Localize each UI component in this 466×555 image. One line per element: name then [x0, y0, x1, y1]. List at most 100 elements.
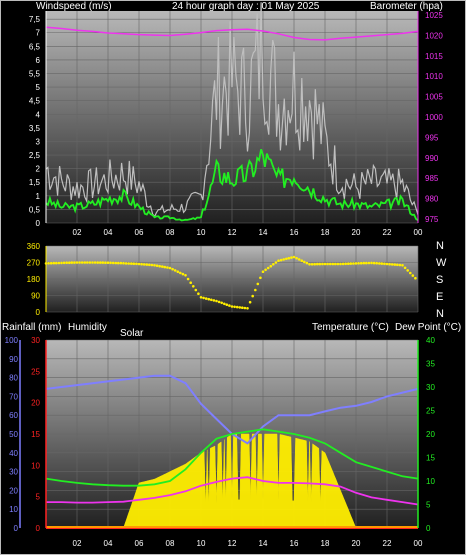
barometer-axis-title: Barometer (hpa): [370, 1, 443, 12]
x-tick-label: 06: [135, 228, 144, 237]
direction-point: [62, 261, 66, 265]
direction-point: [328, 262, 332, 266]
direction-point: [52, 261, 56, 265]
direction-point: [264, 268, 267, 272]
humidity-axis-title: Humidity: [68, 322, 107, 333]
x-tick-label: 16: [290, 539, 299, 548]
direction-point: [279, 258, 283, 262]
direction-point: [254, 288, 257, 292]
direction-point: [339, 262, 342, 266]
direction-point: [411, 274, 415, 277]
direction-point: [313, 262, 317, 266]
direction-point: [375, 261, 379, 265]
windspeed-tick-label: 4,5: [29, 97, 41, 106]
windspeed-tick-label: 6,5: [29, 42, 41, 51]
windspeed-tick-label: 3: [36, 137, 41, 146]
direction-tick-label: 0: [36, 308, 41, 317]
windspeed-tick-label: 0: [36, 219, 41, 228]
x-tick-label: 04: [104, 228, 113, 237]
barometer-tick-label: 1000: [425, 113, 443, 122]
windspeed-tick-label: 3,5: [29, 124, 41, 133]
direction-point: [161, 265, 164, 268]
direction-point: [212, 299, 216, 302]
direction-point: [243, 306, 247, 310]
x-tick-label: 20: [352, 539, 361, 548]
windspeed-tick-label: 5: [36, 83, 41, 92]
x-tick-label: 10: [197, 228, 206, 237]
direction-point: [403, 266, 407, 270]
humidity-tick-label: 40: [9, 449, 18, 458]
direction-point: [86, 261, 89, 264]
direction-point: [261, 270, 265, 274]
temperature-line: [45, 428, 419, 487]
x-tick-label: 04: [104, 539, 113, 548]
direction-point: [390, 263, 394, 266]
direction-point: [181, 272, 185, 276]
x-tick-label: 16: [290, 228, 299, 237]
dewpoint-line: [46, 476, 419, 506]
direction-point: [55, 261, 58, 265]
direction-point: [99, 261, 102, 264]
barometer-tick-label: 990: [425, 154, 439, 163]
direction-point: [282, 258, 286, 261]
direction-point: [393, 263, 397, 266]
direction-point: [303, 260, 306, 264]
temperature-tick-label: 40: [426, 336, 435, 345]
direction-point: [186, 277, 190, 281]
direction-point: [287, 256, 291, 260]
direction-point: [202, 296, 205, 300]
direction-point: [204, 297, 208, 300]
humidity-tick-label: 80: [9, 374, 18, 383]
direction-point: [91, 261, 94, 264]
direction-point: [163, 265, 167, 269]
windspeed-tick-label: 7: [36, 29, 41, 38]
direction-point: [117, 261, 120, 265]
x-tick-label: 02: [73, 228, 82, 237]
direction-point: [173, 269, 177, 272]
direction-point: [106, 261, 110, 265]
direction-point: [396, 263, 399, 267]
direction-tick-label: 360: [27, 242, 41, 251]
direction-point: [233, 305, 236, 309]
x-tick-label: 12: [228, 539, 237, 548]
direction-point: [414, 276, 417, 280]
direction-point: [292, 255, 296, 259]
direction-point: [359, 261, 363, 265]
humidity-tick-label: 90: [9, 355, 18, 364]
direction-point: [207, 297, 211, 301]
temperature-tick-label: 30: [426, 383, 435, 392]
temperature-axis-title: Temperature (°C): [312, 322, 389, 333]
direction-point: [409, 271, 412, 275]
direction-point: [192, 285, 195, 288]
direction-point: [378, 262, 381, 265]
direction-point: [235, 305, 239, 309]
direction-point: [60, 261, 63, 265]
barometer-tick-label: 980: [425, 195, 439, 204]
direction-tick-label: 90: [31, 292, 40, 301]
windspeed-tick-label: 0,5: [29, 205, 41, 214]
direction-point: [354, 262, 358, 265]
direction-point: [259, 276, 262, 280]
solar-label: Solar: [120, 328, 144, 339]
direction-point: [321, 262, 324, 266]
direction-point: [336, 262, 340, 266]
direction-point: [96, 261, 99, 264]
dir-label-n-bottom: N: [436, 308, 444, 320]
dir-label-e: E: [436, 291, 443, 303]
direction-point: [326, 262, 329, 266]
direction-point: [189, 281, 192, 285]
humidity-tick-label: 50: [9, 430, 18, 439]
direction-point: [241, 306, 244, 310]
temperature-tick-label: 5: [426, 501, 431, 510]
direction-point: [184, 274, 187, 277]
humidity-tick-label: 30: [9, 468, 18, 477]
direction-point: [274, 261, 278, 264]
x-tick-label: 18: [321, 539, 330, 548]
direction-point: [137, 262, 141, 266]
direction-point: [308, 263, 311, 266]
direction-tick-label: 180: [27, 275, 41, 284]
series-layer: [44, 2, 419, 529]
direction-point: [380, 262, 384, 265]
grid-lines: [46, 11, 419, 529]
